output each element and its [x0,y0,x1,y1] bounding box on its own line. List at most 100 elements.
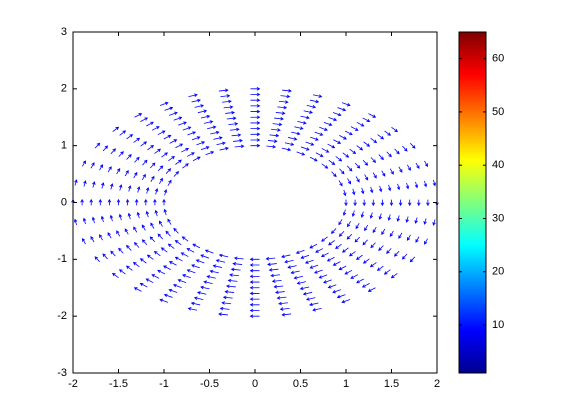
arrow [282,89,292,93]
arrow [368,113,377,118]
arrow [310,136,319,141]
arrow [356,121,365,127]
arrow [145,187,150,194]
arrow [268,268,279,272]
arrow [299,286,310,291]
x-tick-label: -1.5 [109,378,128,390]
arrow [338,265,347,271]
arrow [426,199,430,207]
arrow [133,137,141,143]
arrow [224,290,235,294]
arrow [124,228,129,235]
arrow [134,113,143,118]
arrow [338,180,343,187]
arrow [197,291,207,295]
arrow [377,134,385,140]
arrow [384,130,392,136]
arrow [344,269,353,275]
arrow [140,117,149,122]
arrow [414,181,419,189]
arrow [203,120,214,124]
arrow [99,164,104,171]
arrow [188,93,198,98]
arrow [398,232,403,239]
arrow [157,269,166,275]
arrow [219,306,230,311]
arrow [424,238,428,245]
arrow [112,126,120,132]
arrow [200,146,210,151]
arrow [323,121,333,127]
arrow [309,99,320,104]
arrow [168,288,178,293]
arrow [167,218,172,225]
arrow [249,291,260,296]
arrow [279,307,290,311]
arrow [315,152,324,157]
arrow [407,164,411,171]
arrow [82,217,87,225]
arrow [312,94,323,98]
arrow [331,171,337,178]
arrow [110,183,114,190]
arrow [126,244,132,251]
arrow [278,100,289,104]
arrow [417,199,421,207]
arrow [249,285,260,290]
x-tick-label: 1 [343,378,349,390]
arrow [125,198,130,206]
arrow [107,232,112,239]
arrow [223,105,234,109]
arrow [169,111,178,116]
arrow [347,165,353,172]
x-tick-label: -1 [159,378,169,390]
arrow [362,239,368,246]
arrow [287,137,298,141]
arrow [332,289,341,294]
x-tick-label: 1.5 [384,378,399,390]
arrow [349,148,357,155]
arrow [191,264,200,269]
arrow [221,301,232,305]
colorbar [459,32,486,373]
arrow [136,186,141,193]
arrow [423,180,428,188]
arrow [342,152,350,158]
arrow [229,127,240,132]
arrow [296,151,306,156]
arrow [206,275,216,279]
arrow [210,130,220,135]
arrow [90,162,95,169]
colorbar-tick-label: 40 [492,159,504,171]
arrow [348,251,356,257]
arrow [281,254,291,259]
arrow [168,261,177,266]
arrow [344,199,348,207]
arrow [191,136,201,141]
arrow [305,141,315,146]
arrow [119,130,127,136]
arrow [173,116,183,121]
arrow [387,214,392,221]
arrow [203,280,213,284]
arrow [177,278,187,284]
arrow [309,302,319,307]
arrow [200,254,210,259]
arrow [153,250,161,257]
arrow [378,245,384,252]
arrow [151,274,160,279]
arrow [274,116,285,121]
arrow [347,178,352,185]
arrow [323,279,332,284]
arrow [281,312,292,317]
arrow [220,94,231,98]
arrow [163,265,171,270]
arrow [164,106,174,111]
arrow [175,143,184,149]
arrow [157,165,164,172]
arrow [187,307,198,311]
arrow [338,231,345,237]
arrow [378,213,383,220]
arrow [167,179,172,186]
